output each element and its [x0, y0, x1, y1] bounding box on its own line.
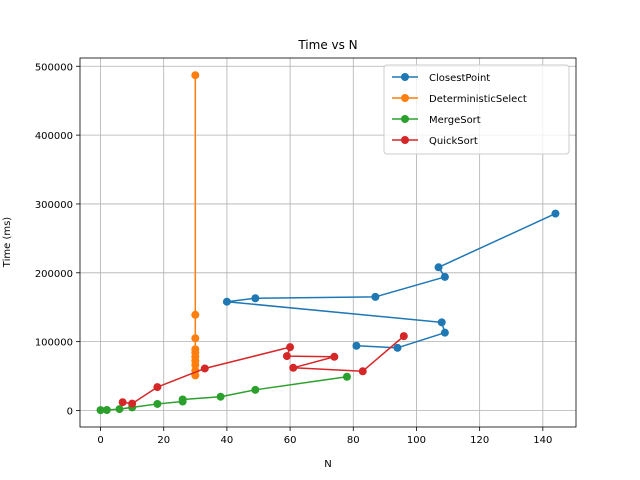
- data-point-closestpoint: [222, 297, 231, 306]
- data-point-closestpoint: [440, 272, 449, 281]
- series-quicksort: [118, 332, 408, 408]
- data-point-closestpoint: [437, 318, 446, 327]
- data-point-mergesort: [251, 385, 260, 394]
- x-tick-label: 0: [97, 435, 103, 446]
- x-tick-label: 120: [470, 435, 489, 446]
- legend-label-quicksort: QuickSort: [429, 136, 478, 147]
- data-point-closestpoint: [440, 328, 449, 337]
- y-axis-label: Time (ms): [2, 217, 13, 269]
- data-point-quicksort: [289, 363, 298, 372]
- y-tick-label: 400000: [35, 131, 73, 142]
- data-point-mergesort: [153, 399, 162, 408]
- series-layer: [96, 71, 560, 415]
- x-tick-label: 60: [284, 435, 297, 446]
- data-point-mergesort: [216, 392, 225, 401]
- legend-label-deterministicselect: DeterministicSelect: [429, 94, 527, 105]
- data-point-quicksort: [128, 399, 137, 408]
- data-point-quicksort: [118, 398, 127, 407]
- series-line-closestpoint: [226, 212, 556, 349]
- x-axis-label: N: [324, 459, 331, 470]
- y-tick-label: 500000: [35, 62, 73, 73]
- series-line-mergesort: [100, 375, 348, 411]
- x-ticks: 0 20 40 60 80 100 120 140: [97, 427, 552, 446]
- data-point-closestpoint: [352, 341, 361, 350]
- legend-label-closestpoint: ClosestPoint: [429, 73, 490, 84]
- data-point-quicksort: [358, 367, 367, 376]
- data-point-mergesort: [342, 372, 351, 381]
- data-point-quicksort: [286, 343, 295, 352]
- data-point-mergesort: [96, 406, 105, 415]
- data-point-closestpoint: [551, 209, 560, 218]
- data-point-deterministicselect: [191, 334, 200, 343]
- data-point-mergesort: [102, 405, 111, 414]
- y-tick-label: 100000: [35, 338, 73, 349]
- y-tick-label: 0: [67, 406, 73, 417]
- plot-frame: [79, 57, 577, 428]
- data-point-closestpoint: [251, 294, 260, 303]
- y-ticks: 0 100000 200000 300000 400000 500000: [35, 62, 80, 417]
- legend-box: [383, 64, 570, 155]
- series-deterministicselect: [191, 71, 200, 380]
- data-point-closestpoint: [393, 343, 402, 352]
- x-tick-label: 140: [533, 435, 552, 446]
- legend-marker-quicksort: [401, 136, 409, 144]
- data-point-quicksort: [399, 332, 408, 341]
- series-mergesort: [96, 372, 351, 415]
- legend-marker-deterministicselect: [401, 94, 409, 102]
- legend: ClosestPoint DeterministicSelect MergeSort…: [383, 64, 570, 155]
- data-point-deterministicselect: [191, 361, 200, 370]
- y-tick-label: 200000: [35, 269, 73, 280]
- data-point-mergesort: [115, 405, 124, 414]
- chart-title: Time vs N: [297, 38, 357, 52]
- y-tick-label: 300000: [35, 200, 73, 211]
- data-point-quicksort: [282, 352, 291, 361]
- series-closestpoint: [222, 209, 560, 352]
- data-point-quicksort: [330, 352, 339, 361]
- x-tick-label: 40: [221, 435, 234, 446]
- x-tick-label: 100: [407, 435, 426, 446]
- data-point-closestpoint: [434, 263, 443, 272]
- data-point-quicksort: [153, 383, 162, 392]
- series-line-quicksort: [122, 335, 405, 405]
- x-tick-label: 80: [347, 435, 360, 446]
- legend-label-mergesort: MergeSort: [429, 115, 481, 126]
- data-point-mergesort: [178, 395, 187, 404]
- data-point-deterministicselect: [191, 310, 200, 319]
- data-point-closestpoint: [371, 292, 380, 301]
- data-point-deterministicselect: [191, 71, 200, 80]
- legend-marker-closestpoint: [401, 73, 409, 81]
- data-point-quicksort: [200, 364, 209, 373]
- x-tick-label: 20: [157, 435, 170, 446]
- legend-marker-mergesort: [401, 115, 409, 123]
